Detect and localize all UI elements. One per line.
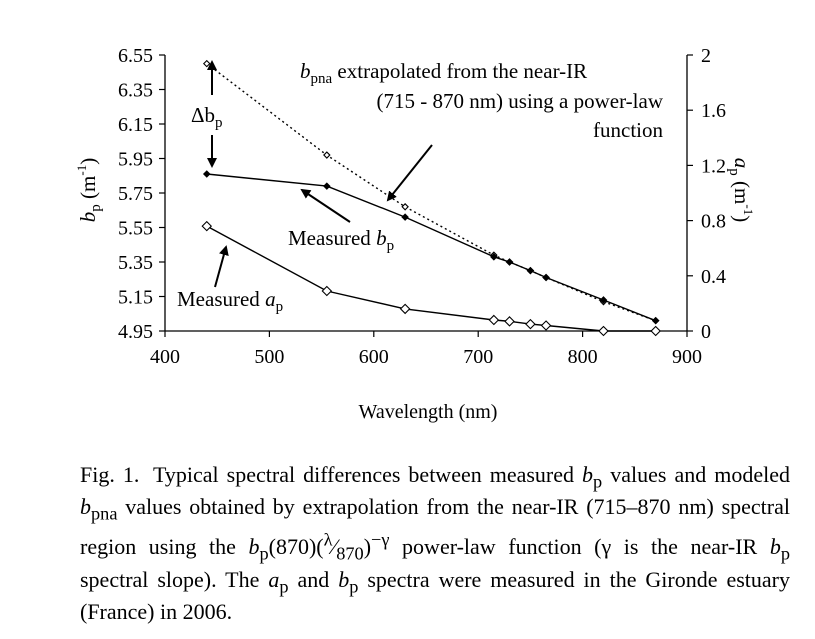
x-tick-label: 500 (254, 346, 284, 368)
series-1-point (599, 296, 608, 304)
series-2-point (488, 314, 500, 326)
series-1-point (542, 273, 550, 282)
y-left-tick-label: 4.95 (118, 321, 153, 343)
annotation-extrapolated-line3: function (593, 118, 663, 142)
caption-label: Fig. 1. (80, 462, 140, 487)
annotation-measured-bp: Measured bp (288, 226, 394, 254)
y-right-tick-label: 0 (701, 321, 711, 343)
series-1-point (323, 182, 331, 190)
axes: 400 500 600 700 800 900 4.95 5.15 5.35 5.55 5.75 5.… (118, 45, 726, 368)
figure-caption: Fig. 1. Typical spectral differences bet… (80, 462, 790, 625)
series-0-point (202, 59, 211, 68)
annotation-measured-ap: Measured ap (177, 287, 283, 315)
annotation-extrapolated-line1: bpna extrapolated from the near-IR (300, 59, 587, 87)
y-left-tick-label: 6.35 (118, 80, 153, 102)
y-right-tick-label: 1.6 (701, 100, 726, 122)
y-left-axis-title: bp (m-1) (74, 158, 104, 222)
x-tick-label: 600 (359, 346, 389, 368)
y-left-tick-label: 5.15 (118, 287, 153, 309)
y-right-tick-label: 0.8 (701, 211, 726, 233)
y-right-tick-label: 1.2 (701, 155, 726, 177)
series-2-point (525, 318, 536, 330)
series-2-point (399, 303, 411, 315)
series-1-point (202, 170, 211, 178)
series-layer (201, 59, 661, 337)
x-tick-label: 400 (150, 346, 180, 368)
series-2-point (201, 220, 213, 232)
series-1-point (490, 253, 498, 261)
series-0-point (323, 151, 331, 159)
x-tick-label: 700 (463, 346, 493, 368)
series-line-2 (206, 225, 656, 332)
y-left-tick-label: 6.55 (118, 45, 153, 67)
x-tick-label: 800 (568, 346, 598, 368)
y-right-axis-title: ap (m-1) (726, 158, 756, 222)
y-left-tick-label: 5.35 (118, 252, 153, 274)
annotation-extrapolated-line2: (715 - 870 nm) using a power-law (376, 89, 663, 113)
series-1-point (526, 266, 535, 275)
series-1-point (651, 316, 660, 325)
series-1-point (505, 258, 514, 266)
series-2-point (504, 316, 515, 327)
series-2-point (540, 320, 552, 331)
series-1-point (401, 213, 409, 221)
series-2-point (598, 325, 609, 337)
y-right-tick-label: 0.4 (701, 266, 726, 288)
series-0-point (401, 203, 409, 211)
chart: 400 500 600 700 800 900 4.95 5.15 5.35 5.55 5.75 5.… (74, 45, 756, 423)
x-tick-label: 900 (672, 346, 702, 368)
y-left-tick-label: 5.75 (118, 183, 153, 205)
y-right-tick-label: 2 (701, 45, 711, 67)
x-axis-title: Wavelength (nm) (359, 401, 498, 423)
series-2-point (650, 325, 661, 337)
annotation-delta-bp: Δbp (191, 103, 223, 131)
y-left-tick-label: 5.95 (118, 149, 153, 171)
series-2-point (321, 285, 333, 297)
y-left-tick-label: 5.55 (118, 218, 153, 240)
caption-text: Typical spectral differences between mea… (80, 462, 790, 624)
arrow-extrapolated (386, 144, 433, 202)
arrow-measured-ap (214, 245, 229, 288)
y-left-tick-label: 6.15 (118, 114, 153, 136)
arrow-measured-bp (300, 188, 351, 223)
